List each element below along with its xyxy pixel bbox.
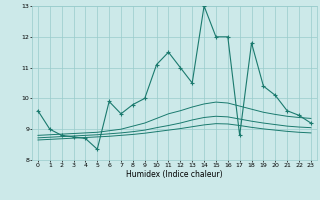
X-axis label: Humidex (Indice chaleur): Humidex (Indice chaleur) — [126, 170, 223, 179]
